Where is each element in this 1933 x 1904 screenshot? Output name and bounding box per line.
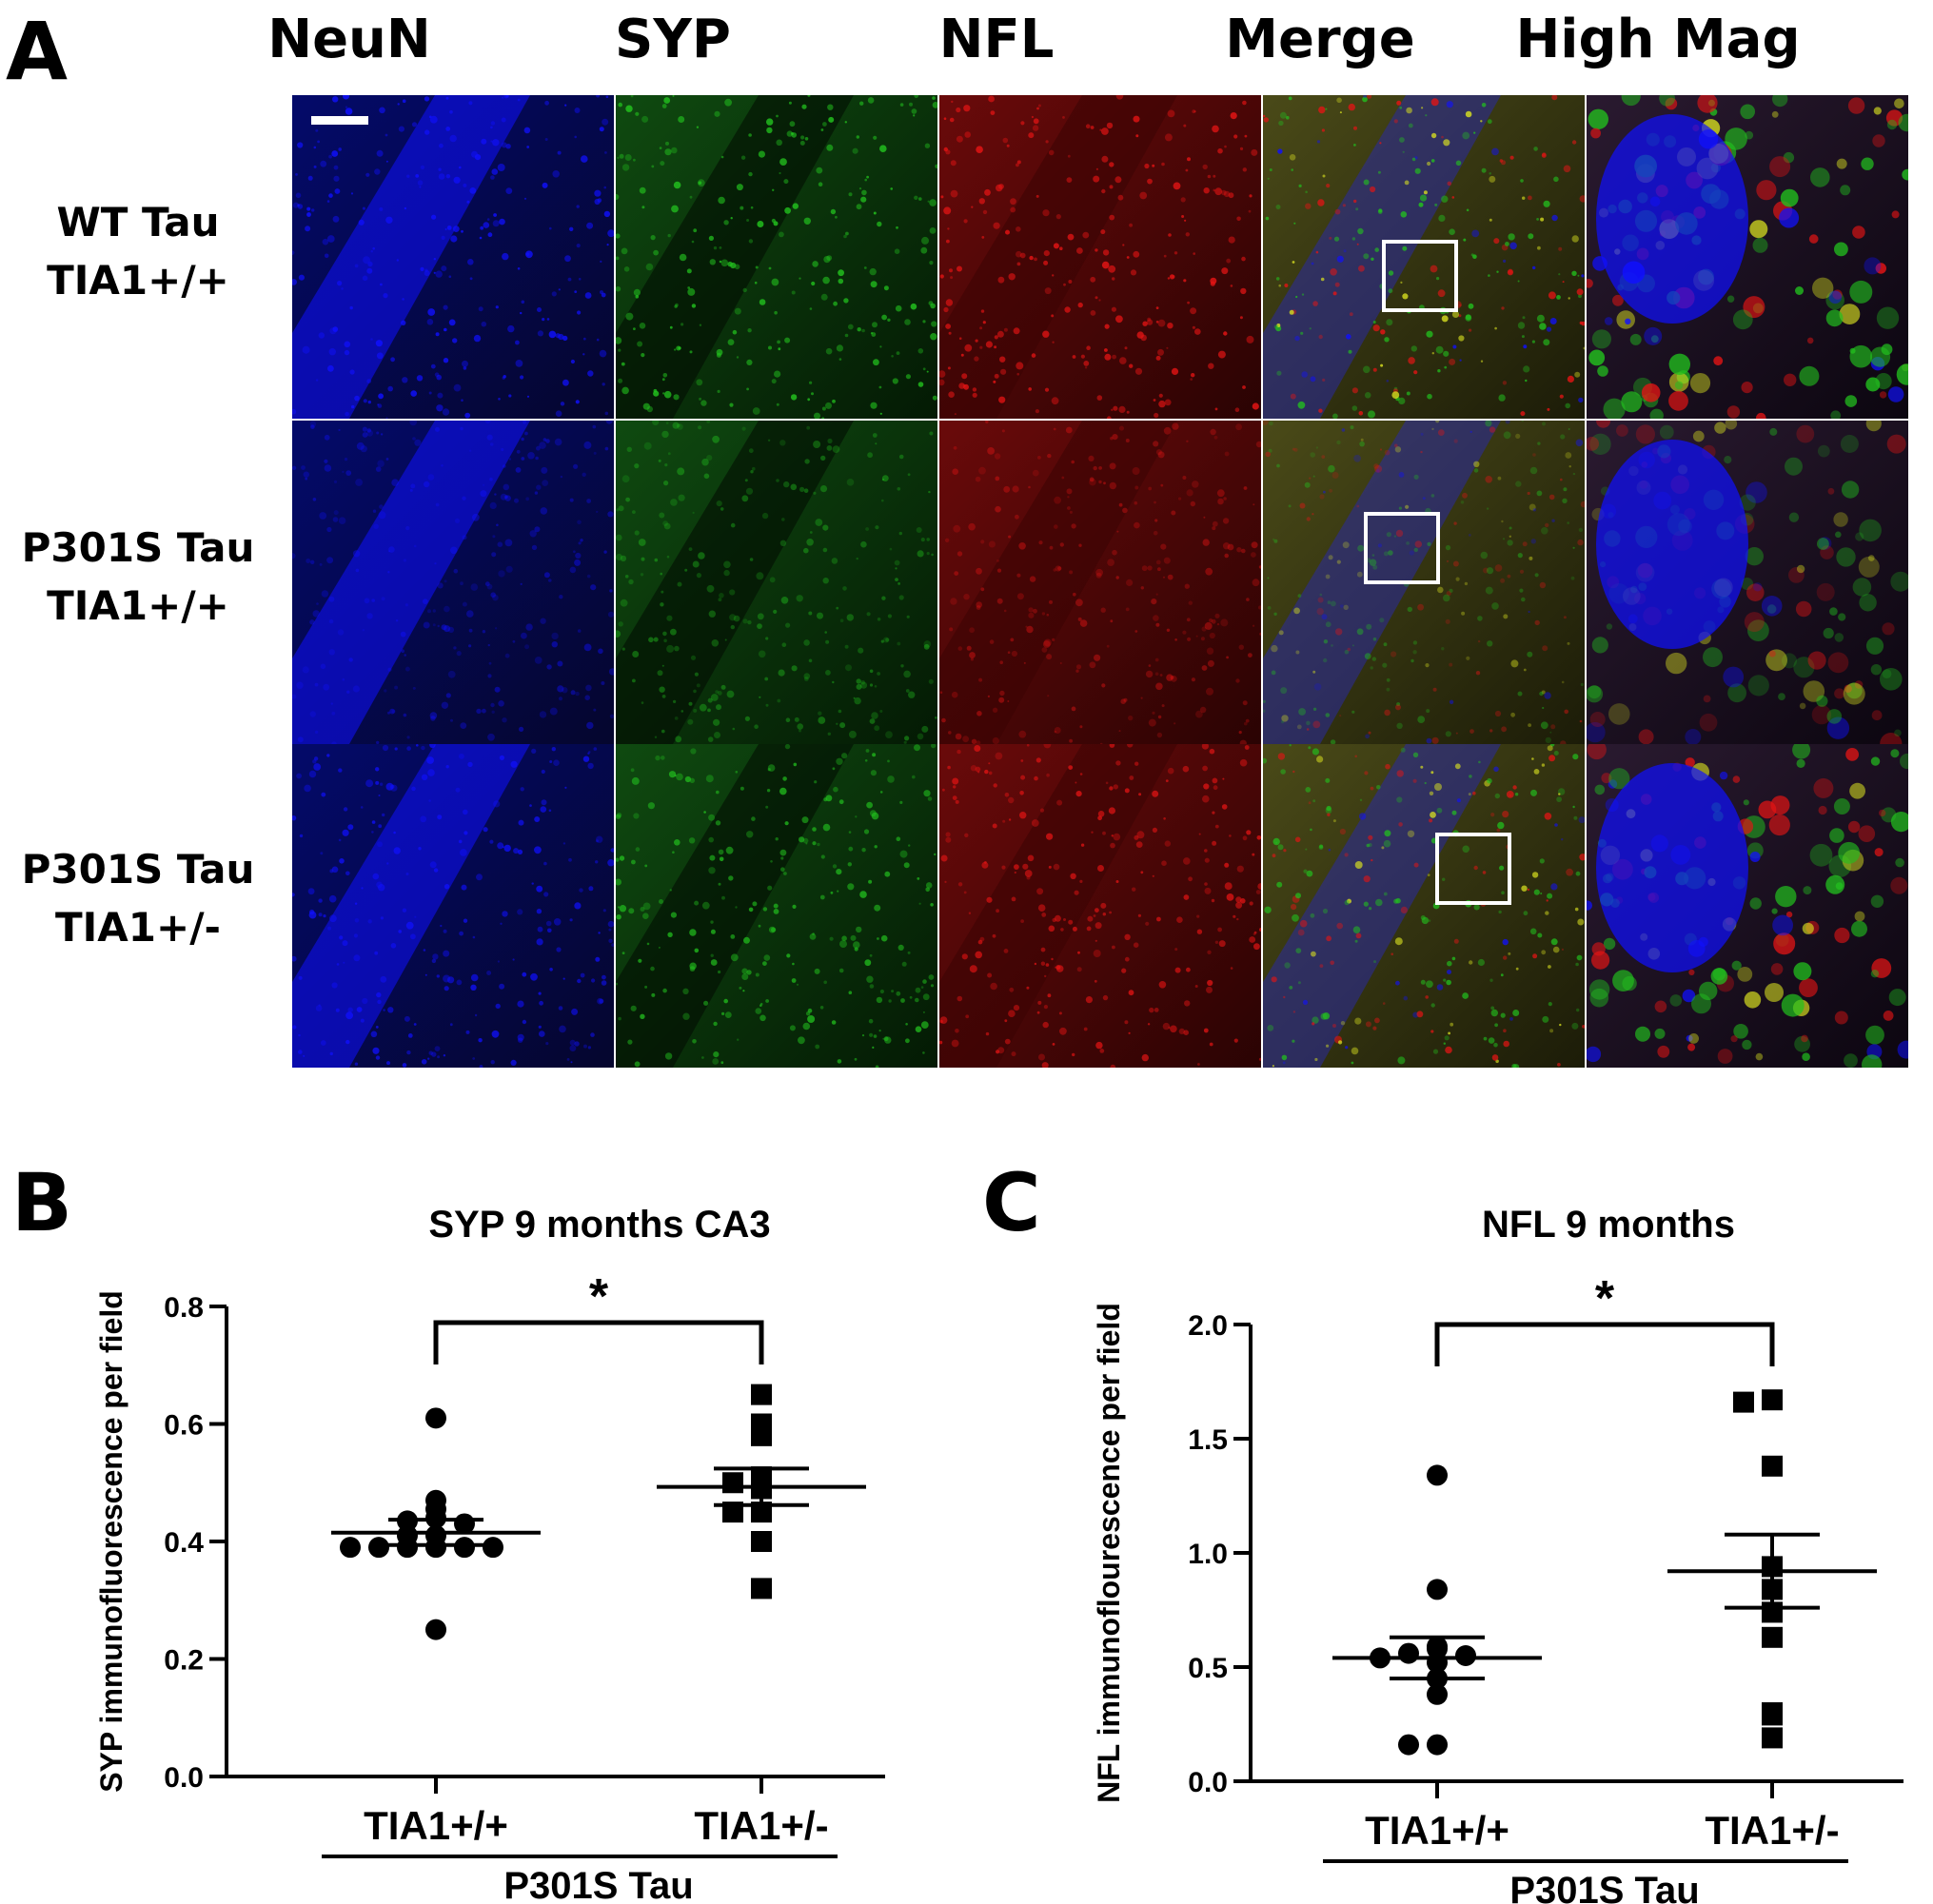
y-tick-label: 0.0 xyxy=(164,1762,204,1794)
row-label-1: WT Tau TIA1+/+ xyxy=(0,194,276,310)
data-point-circle xyxy=(1427,1683,1448,1705)
row-label-1-line1: WT Tau xyxy=(56,199,220,245)
row-label-2-line1: P301S Tau xyxy=(21,524,255,571)
data-point-circle xyxy=(397,1537,418,1559)
row-label-3: P301S Tau TIA1+/- xyxy=(0,841,276,957)
data-point-circle xyxy=(1427,1464,1448,1486)
y-tick-label: 1.5 xyxy=(1188,1424,1228,1456)
group-label: P301S Tau xyxy=(503,1865,693,1904)
column-header-syp: SYP xyxy=(615,9,731,70)
micrograph-neun-row2 xyxy=(292,421,614,744)
panel-a-label: A xyxy=(6,5,69,98)
y-tick-label: 0.2 xyxy=(164,1645,204,1677)
data-point-square xyxy=(1762,1626,1783,1648)
zoom-region-box-row3 xyxy=(1435,833,1511,905)
micrograph-neun-row1 xyxy=(292,95,614,419)
x-tick-label: TIA1+/- xyxy=(1705,1808,1839,1853)
scale-bar xyxy=(311,116,368,125)
x-tick-label: TIA1+/- xyxy=(694,1803,828,1848)
significance-star: * xyxy=(589,1269,609,1325)
y-tick-label: 1.0 xyxy=(1188,1539,1228,1570)
data-point-square xyxy=(1762,1727,1783,1749)
micrograph-high-mag-row1 xyxy=(1587,95,1908,419)
y-tick-label: 0.0 xyxy=(1188,1767,1228,1798)
y-tick-label: 0.4 xyxy=(164,1527,204,1559)
data-point-circle xyxy=(425,1537,446,1559)
x-tick-label: TIA1+/+ xyxy=(1365,1808,1509,1853)
column-header-nfl: NFL xyxy=(938,9,1055,70)
data-point-circle xyxy=(1455,1645,1476,1666)
x-tick-label: TIA1+/+ xyxy=(364,1803,508,1848)
data-point-square xyxy=(1762,1389,1783,1411)
significance-bracket xyxy=(1434,1322,1775,1366)
zoom-region-box-row1 xyxy=(1382,240,1458,312)
data-point-circle xyxy=(340,1537,361,1559)
data-point-square xyxy=(751,1578,772,1600)
data-point-square xyxy=(751,1384,772,1405)
data-point-square xyxy=(751,1424,772,1446)
y-tick-label: 0.6 xyxy=(164,1410,204,1442)
data-point-circle xyxy=(1427,1579,1448,1600)
row-label-3-line2: TIA1+/- xyxy=(55,903,221,951)
data-point-square xyxy=(722,1472,743,1494)
micrograph-syp-row2 xyxy=(616,421,937,744)
row-label-2-line2: TIA1+/+ xyxy=(47,581,229,629)
data-point-circle xyxy=(483,1537,503,1559)
y-axis-label: SYP immunofluorescence per field xyxy=(94,1290,128,1793)
significance-star: * xyxy=(1595,1271,1615,1326)
micrograph-neun-row3 xyxy=(292,744,614,1068)
data-point-square xyxy=(751,1531,772,1552)
zoom-region-box-row2 xyxy=(1364,512,1440,584)
chart-nfl: NFL 9 months 0.0 0.5 1.0 1.5 2.0 NFL immunoflo… xyxy=(1092,1204,1903,1904)
data-point-circle xyxy=(1398,1642,1419,1664)
column-header-high-mag: High Mag xyxy=(1515,9,1801,70)
panel-b-label: B xyxy=(11,1156,73,1249)
y-tick-label: 2.0 xyxy=(1188,1310,1228,1342)
micrograph-nfl-row3 xyxy=(939,744,1261,1068)
data-point-circle xyxy=(1398,1734,1419,1756)
micrograph-syp-row1 xyxy=(616,95,937,419)
chart-title: SYP 9 months CA3 xyxy=(428,1204,770,1246)
data-point-square xyxy=(1762,1455,1783,1477)
y-tick-label: 0.8 xyxy=(164,1292,204,1324)
row-label-3-line1: P301S Tau xyxy=(21,846,255,893)
micrograph-nfl-row1 xyxy=(939,95,1261,419)
group-label: P301S Tau xyxy=(1509,1870,1699,1904)
y-tick-label: 0.5 xyxy=(1188,1653,1228,1684)
significance-bracket xyxy=(433,1320,764,1364)
micrograph-high-mag-row3 xyxy=(1587,744,1908,1068)
y-axis-label: NFL immunoflourescence per field xyxy=(1092,1303,1126,1803)
data-point-circle xyxy=(425,1407,446,1429)
row-label-1-line2: TIA1+/+ xyxy=(47,256,229,304)
micrograph-syp-row3 xyxy=(616,744,937,1068)
data-point-circle xyxy=(454,1537,475,1559)
micrograph-nfl-row2 xyxy=(939,421,1261,744)
data-point-circle xyxy=(368,1537,389,1559)
panel-c-label: C xyxy=(982,1156,1041,1249)
chart-title: NFL 9 months xyxy=(1482,1204,1735,1246)
micrograph-high-mag-row2 xyxy=(1587,421,1908,744)
data-point-square xyxy=(1762,1704,1783,1726)
column-header-neun: NeuN xyxy=(267,9,431,70)
column-header-merge: Merge xyxy=(1225,9,1415,70)
data-point-circle xyxy=(1427,1734,1448,1756)
micrograph-merge-row3 xyxy=(1263,744,1585,1068)
chart-syp: SYP 9 months CA3 0.0 0.2 0.4 0.6 0.8 SYP immun… xyxy=(94,1204,885,1904)
row-label-2: P301S Tau TIA1+/+ xyxy=(0,520,276,636)
data-point-square xyxy=(1733,1391,1754,1413)
data-point-circle xyxy=(425,1619,446,1640)
